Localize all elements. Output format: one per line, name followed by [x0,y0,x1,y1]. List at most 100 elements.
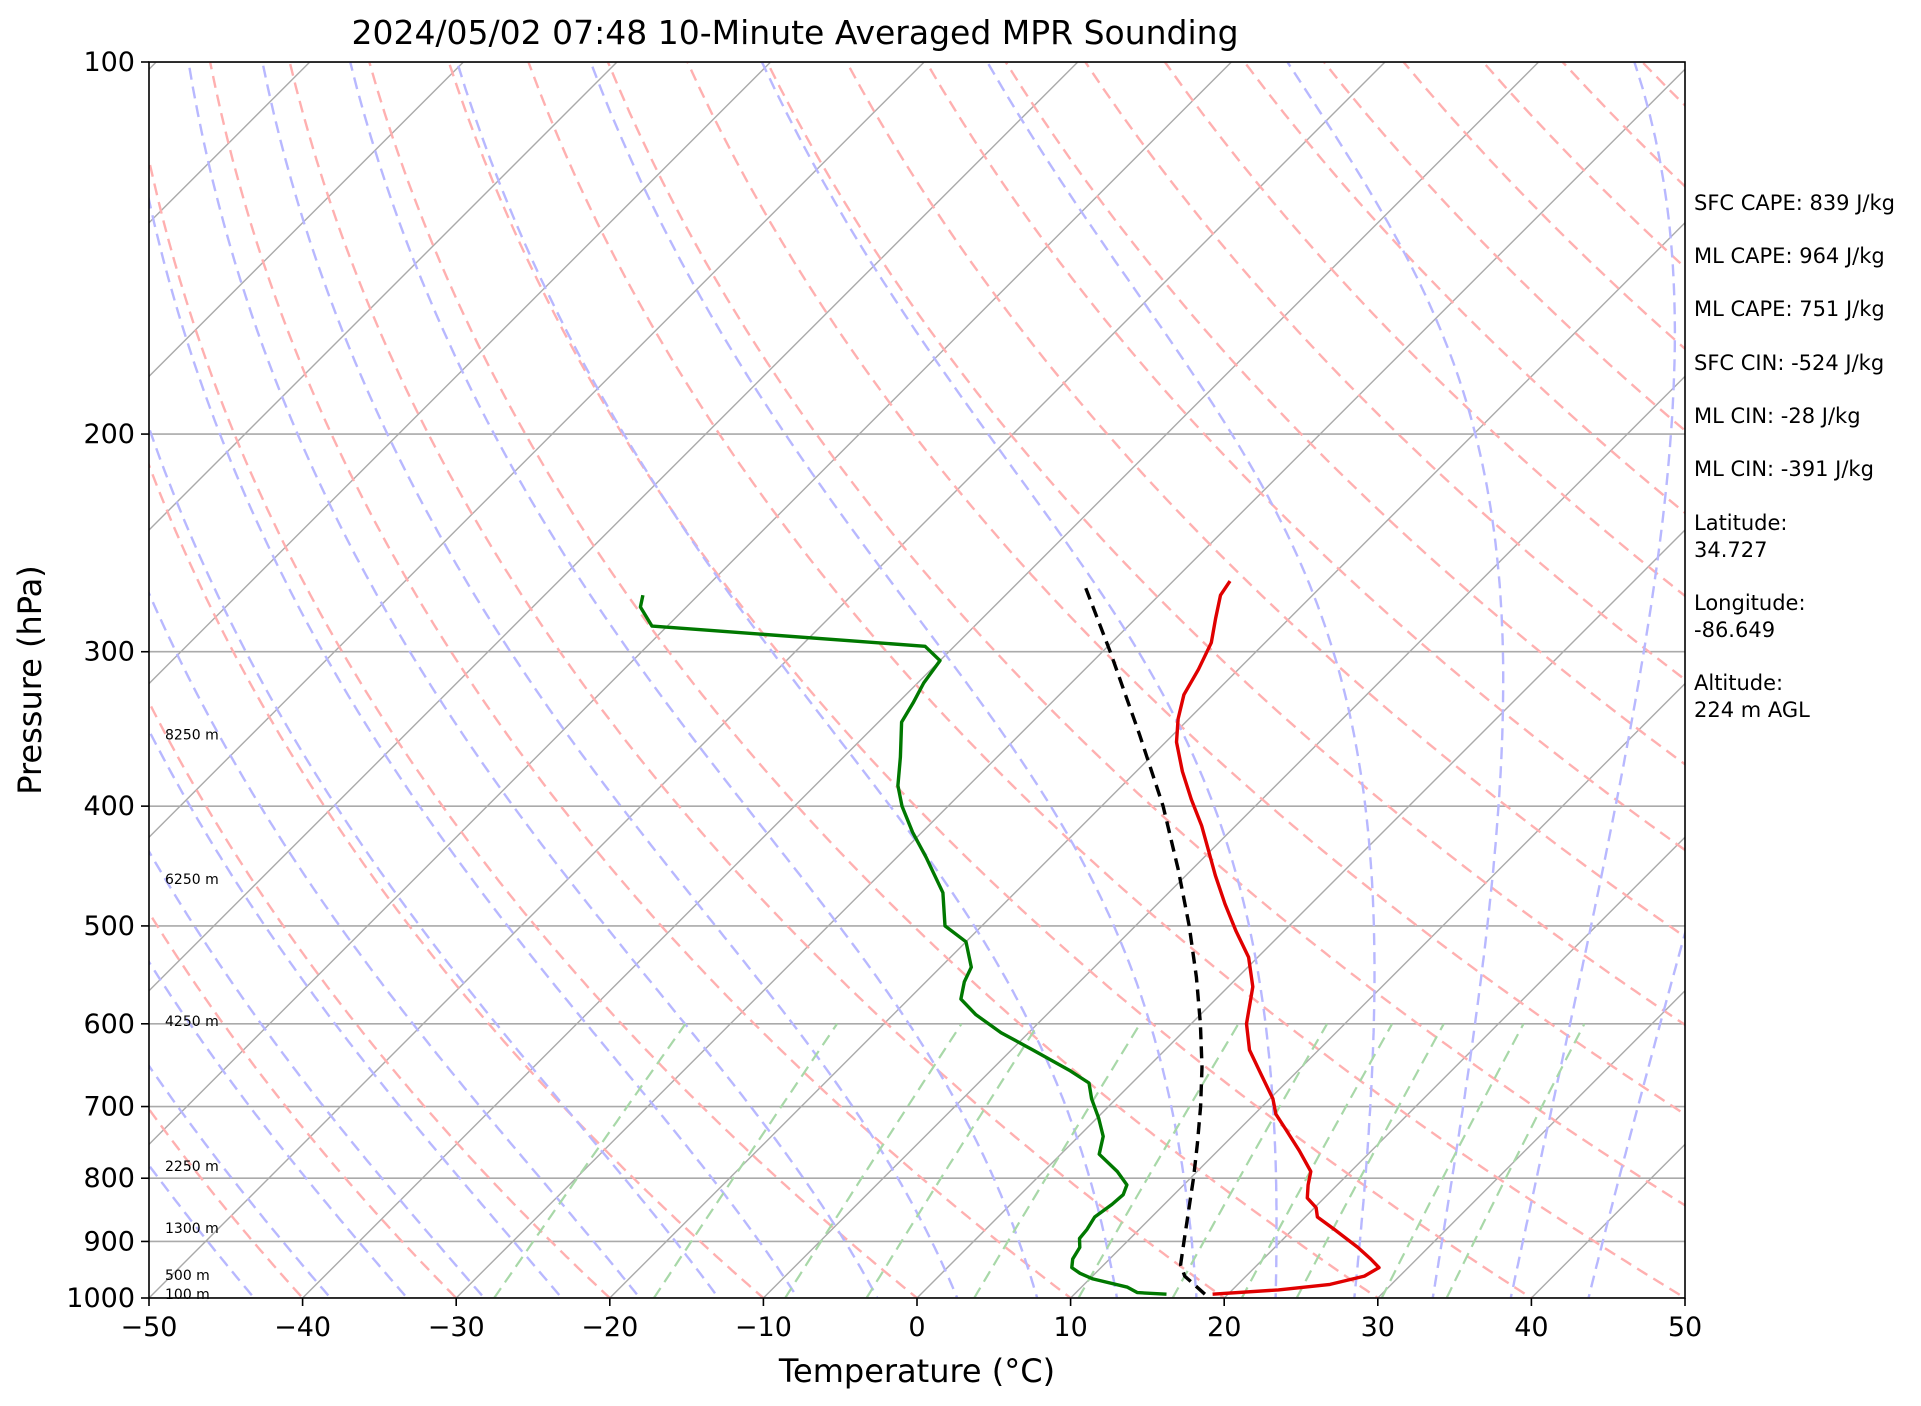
isotherm-line [149,62,1386,1298]
mixing-ratio-line [1171,1023,1329,1298]
dry-adiabat-line [149,461,766,1298]
x-tick-label: 40 [1514,1312,1548,1343]
x-tick-label: −50 [121,1312,178,1343]
moist-adiabat-line [1509,62,1677,1298]
moist-adiabat-line [760,62,1278,1298]
dry-adiabat-line [686,62,1685,1116]
series-line-0 [1174,580,1381,1296]
dry-adiabat-line [527,62,1685,1298]
x-tick-label: −30 [428,1312,485,1343]
annotation-longitude-label: Longitude: [1694,591,1806,615]
y-axis-ticks: 100 200 300 400 500 600 700 800 900 1000 [66,47,149,1314]
isotherm-line [149,62,464,378]
y-tick-label: 200 [83,419,135,450]
isotherm-line [149,62,772,685]
annotation-ml-cape-2: ML CAPE: 751 J/kg [1694,297,1885,321]
mixing-ratio-line [1380,1023,1525,1298]
height-label: 6250 m [165,872,219,888]
dry-adiabat-line [149,1107,305,1298]
moist-adiabat-line [455,62,1119,1298]
dry-adiabat-line [1163,62,1685,598]
dry-adiabat-line [765,62,1685,1027]
dry-adiabat-line [1773,35,1921,1325]
mixing-ratio-line [1445,1023,1586,1298]
mixing-ratio-line [973,1023,1142,1298]
moist-adiabat-line [149,959,409,1298]
dry-adiabat-line [1481,62,1685,270]
moist-adiabat-line [1587,928,1685,1298]
isotherm-line [149,62,618,531]
y-tick-label: 900 [83,1226,135,1257]
dry-adiabat-line [149,154,919,1298]
moist-adiabat-line [986,62,1376,1298]
height-label: 100 m [165,1287,210,1303]
mixing-ratio-line [865,1023,1040,1298]
isotherm-line [1223,836,1685,1298]
x-axis-label: Temperature (°C) [778,1352,1055,1390]
y-tick-label: 300 [83,637,135,668]
annotation-sfc-cin: SFC CIN: -524 J/kg [1694,351,1884,375]
isotherm-line [609,221,1685,1298]
y-tick-label: 1000 [66,1283,135,1314]
y-axis-label: Pressure (hPa) [11,565,49,795]
x-tick-label: −40 [274,1312,331,1343]
sounding-annotations: SFC CAPE: 839 J/kg ML CAPE: 964 J/kg ML … [1694,191,1895,722]
height-label: 4250 m [165,1014,219,1030]
x-axis-ticks: −50 −40 −30 −20 −10 0 10 20 30 40 50 [121,1298,1702,1343]
x-tick-label: 10 [1053,1312,1087,1343]
plot-frame [148,61,1686,1299]
x-tick-label: −20 [581,1312,638,1343]
moist-adiabat-line [261,62,959,1298]
dry-adiabat-line [149,699,612,1298]
annotation-ml-cin-2: ML CIN: -391 J/kg [1694,457,1874,481]
moist-adiabat-line [149,194,800,1298]
isotherm-line [916,529,1685,1298]
dry-adiabat-line [1004,62,1685,766]
series-line-1 [638,594,1167,1296]
y-tick-label: 600 [83,1009,135,1040]
dry-adiabat-line [606,62,1685,1207]
x-tick-label: 30 [1361,1312,1395,1343]
x-tick-label: 20 [1207,1312,1241,1343]
isotherm-line [149,62,1232,1146]
mixing-ratio-line [1077,1023,1240,1298]
moist-adiabat-line [589,62,1198,1298]
annotation-ml-cin: ML CIN: -28 J/kg [1694,404,1861,428]
y-tick-label: 400 [83,791,135,822]
moist-adiabat-line [149,1063,333,1298]
dry-adiabat-line [368,62,1380,1298]
mixing-ratio-line [1295,1023,1445,1298]
y-tick-label: 100 [83,47,135,78]
isotherm-line [1377,989,1685,1298]
moist-adiabat-line [349,62,1039,1298]
dry-adiabat-line [1083,62,1685,682]
dry-adiabat-line [208,62,1073,1298]
isotherm-line [762,375,1685,1298]
moist-adiabat-line [149,590,642,1298]
moist-adiabat-line [149,424,720,1298]
isotherm-line [0,62,3,1298]
y-tick-label: 800 [83,1163,135,1194]
series-line-2 [1083,584,1207,1296]
dry-adiabat-line [447,62,1534,1298]
isotherm-line [149,62,1079,992]
annotation-sfc-cape: SFC CAPE: 839 J/kg [1694,191,1895,215]
annotation-altitude-label: Altitude: [1694,671,1783,695]
moist-adiabat-line [1286,62,1505,1298]
height-label: 8250 m [165,727,219,743]
annotation-longitude-value: -86.649 [1694,618,1775,642]
mixing-ratio-line [1240,1023,1394,1298]
x-tick-label: 50 [1668,1312,1702,1343]
annotation-ml-cape: ML CAPE: 964 J/kg [1694,244,1885,268]
x-tick-label: −10 [735,1312,792,1343]
dry-adiabat-line [1401,62,1685,351]
annotation-latitude-value: 34.727 [1694,538,1767,562]
isotherm-line [149,62,925,839]
annotation-latitude-label: Latitude: [1694,511,1788,535]
dry-adiabat-line [1322,62,1685,433]
dry-adiabat-line [1851,35,1921,1325]
moist-adiabat-line [149,849,486,1298]
dry-adiabat-line [149,910,458,1298]
y-tick-label: 700 [83,1092,135,1123]
